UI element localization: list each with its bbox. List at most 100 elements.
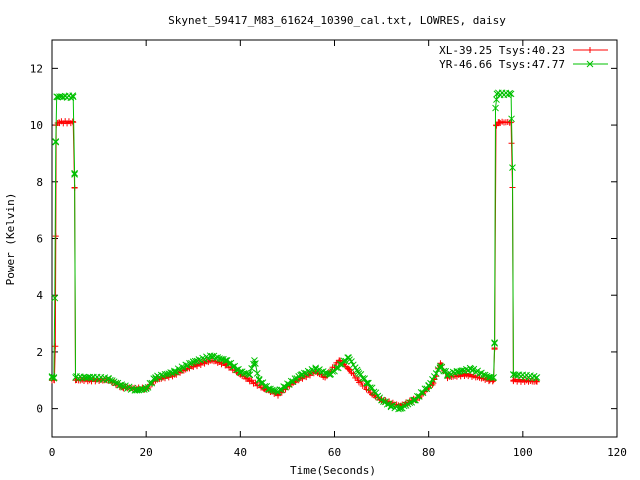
- data-point: [146, 379, 154, 387]
- data-point: [195, 356, 203, 363]
- data-point: [400, 402, 408, 410]
- x-tick-label: 120: [607, 446, 627, 459]
- data-point: [363, 379, 370, 387]
- data-point: [282, 383, 289, 391]
- data-point: [69, 93, 77, 101]
- data-point: [233, 366, 240, 374]
- data-point: [180, 364, 188, 372]
- series-line: [51, 120, 538, 407]
- x-tick-label: 40: [234, 446, 247, 459]
- legend-label-yr: YR-46.66 Tsys:47.77: [439, 58, 565, 71]
- series-line: [51, 92, 538, 410]
- data-point: [71, 171, 78, 178]
- x-tick-label: 20: [140, 446, 153, 459]
- data-point: [107, 376, 114, 384]
- series-xl: [49, 47, 608, 409]
- data-point: [387, 402, 395, 410]
- data-point: [406, 399, 414, 407]
- data-point: [182, 361, 190, 369]
- data-point: [208, 352, 216, 360]
- data-point: [214, 354, 222, 361]
- data-point: [493, 122, 500, 129]
- data-point: [476, 370, 483, 378]
- data-point: [148, 379, 156, 387]
- data-point: [287, 377, 295, 385]
- data-point: [493, 96, 500, 103]
- data-point: [218, 355, 225, 363]
- data-point: [48, 374, 56, 381]
- data-point: [51, 294, 59, 302]
- data-point: [52, 233, 59, 240]
- data-point: [346, 366, 353, 373]
- data-point: [459, 367, 466, 374]
- data-point: [248, 377, 255, 384]
- data-point: [50, 374, 58, 381]
- y-tick-label: 10: [30, 119, 43, 132]
- legend-marker: [587, 47, 593, 53]
- data-point: [349, 361, 357, 369]
- data-point: [479, 371, 487, 379]
- data-point: [291, 375, 299, 383]
- data-point: [321, 369, 329, 377]
- data-point: [223, 357, 231, 364]
- data-point: [533, 374, 541, 381]
- data-point: [350, 370, 357, 377]
- data-point: [191, 357, 199, 365]
- data-point: [229, 363, 237, 371]
- data-point: [255, 376, 263, 384]
- data-point: [150, 375, 158, 382]
- data-point: [135, 386, 142, 394]
- data-point: [276, 386, 284, 393]
- data-point: [304, 367, 312, 375]
- data-point: [397, 405, 404, 412]
- data-point: [253, 370, 261, 377]
- data-point: [365, 379, 372, 387]
- y-tick-label: 4: [36, 289, 43, 302]
- data-point: [508, 115, 515, 123]
- data-point: [470, 365, 478, 373]
- data-point: [236, 368, 244, 376]
- data-point: [509, 164, 516, 171]
- data-point: [490, 374, 497, 381]
- data-point: [112, 379, 120, 387]
- data-point: [171, 367, 178, 375]
- data-point: [455, 368, 463, 376]
- data-point: [411, 396, 418, 404]
- data-point: [345, 354, 352, 361]
- data-point: [71, 169, 78, 177]
- y-axis-label: Power (Kelvin): [4, 193, 17, 286]
- data-point: [510, 371, 517, 378]
- data-point: [355, 370, 363, 377]
- data-point: [380, 398, 387, 405]
- data-point: [52, 138, 60, 146]
- data-point: [108, 377, 116, 384]
- data-point: [533, 378, 540, 385]
- data-point: [348, 358, 355, 365]
- data-point: [285, 381, 293, 388]
- data-point: [284, 380, 291, 388]
- y-tick-label: 6: [36, 233, 43, 246]
- data-point: [50, 374, 58, 382]
- chart-title: Skynet_59417_M83_61624_10390_cal.txt, LO…: [168, 14, 506, 27]
- data-point: [491, 340, 498, 347]
- data-point: [252, 360, 259, 367]
- data-point: [442, 367, 449, 375]
- data-point: [244, 370, 252, 378]
- data-point: [317, 368, 325, 376]
- data-point: [429, 376, 436, 383]
- series-yr: [48, 60, 608, 413]
- data-point: [52, 343, 59, 350]
- data-point: [474, 367, 481, 375]
- data-point: [248, 365, 255, 372]
- data-point: [176, 366, 184, 374]
- data-point: [306, 368, 314, 376]
- x-tick-label: 0: [49, 446, 56, 459]
- legend-label-xl: XL-39.25 Tsys:40.23: [439, 44, 565, 57]
- data-point: [278, 386, 286, 394]
- data-point: [507, 90, 515, 98]
- data-point: [383, 400, 391, 408]
- data-point: [345, 365, 352, 372]
- data-point: [432, 370, 440, 377]
- data-point: [368, 384, 376, 392]
